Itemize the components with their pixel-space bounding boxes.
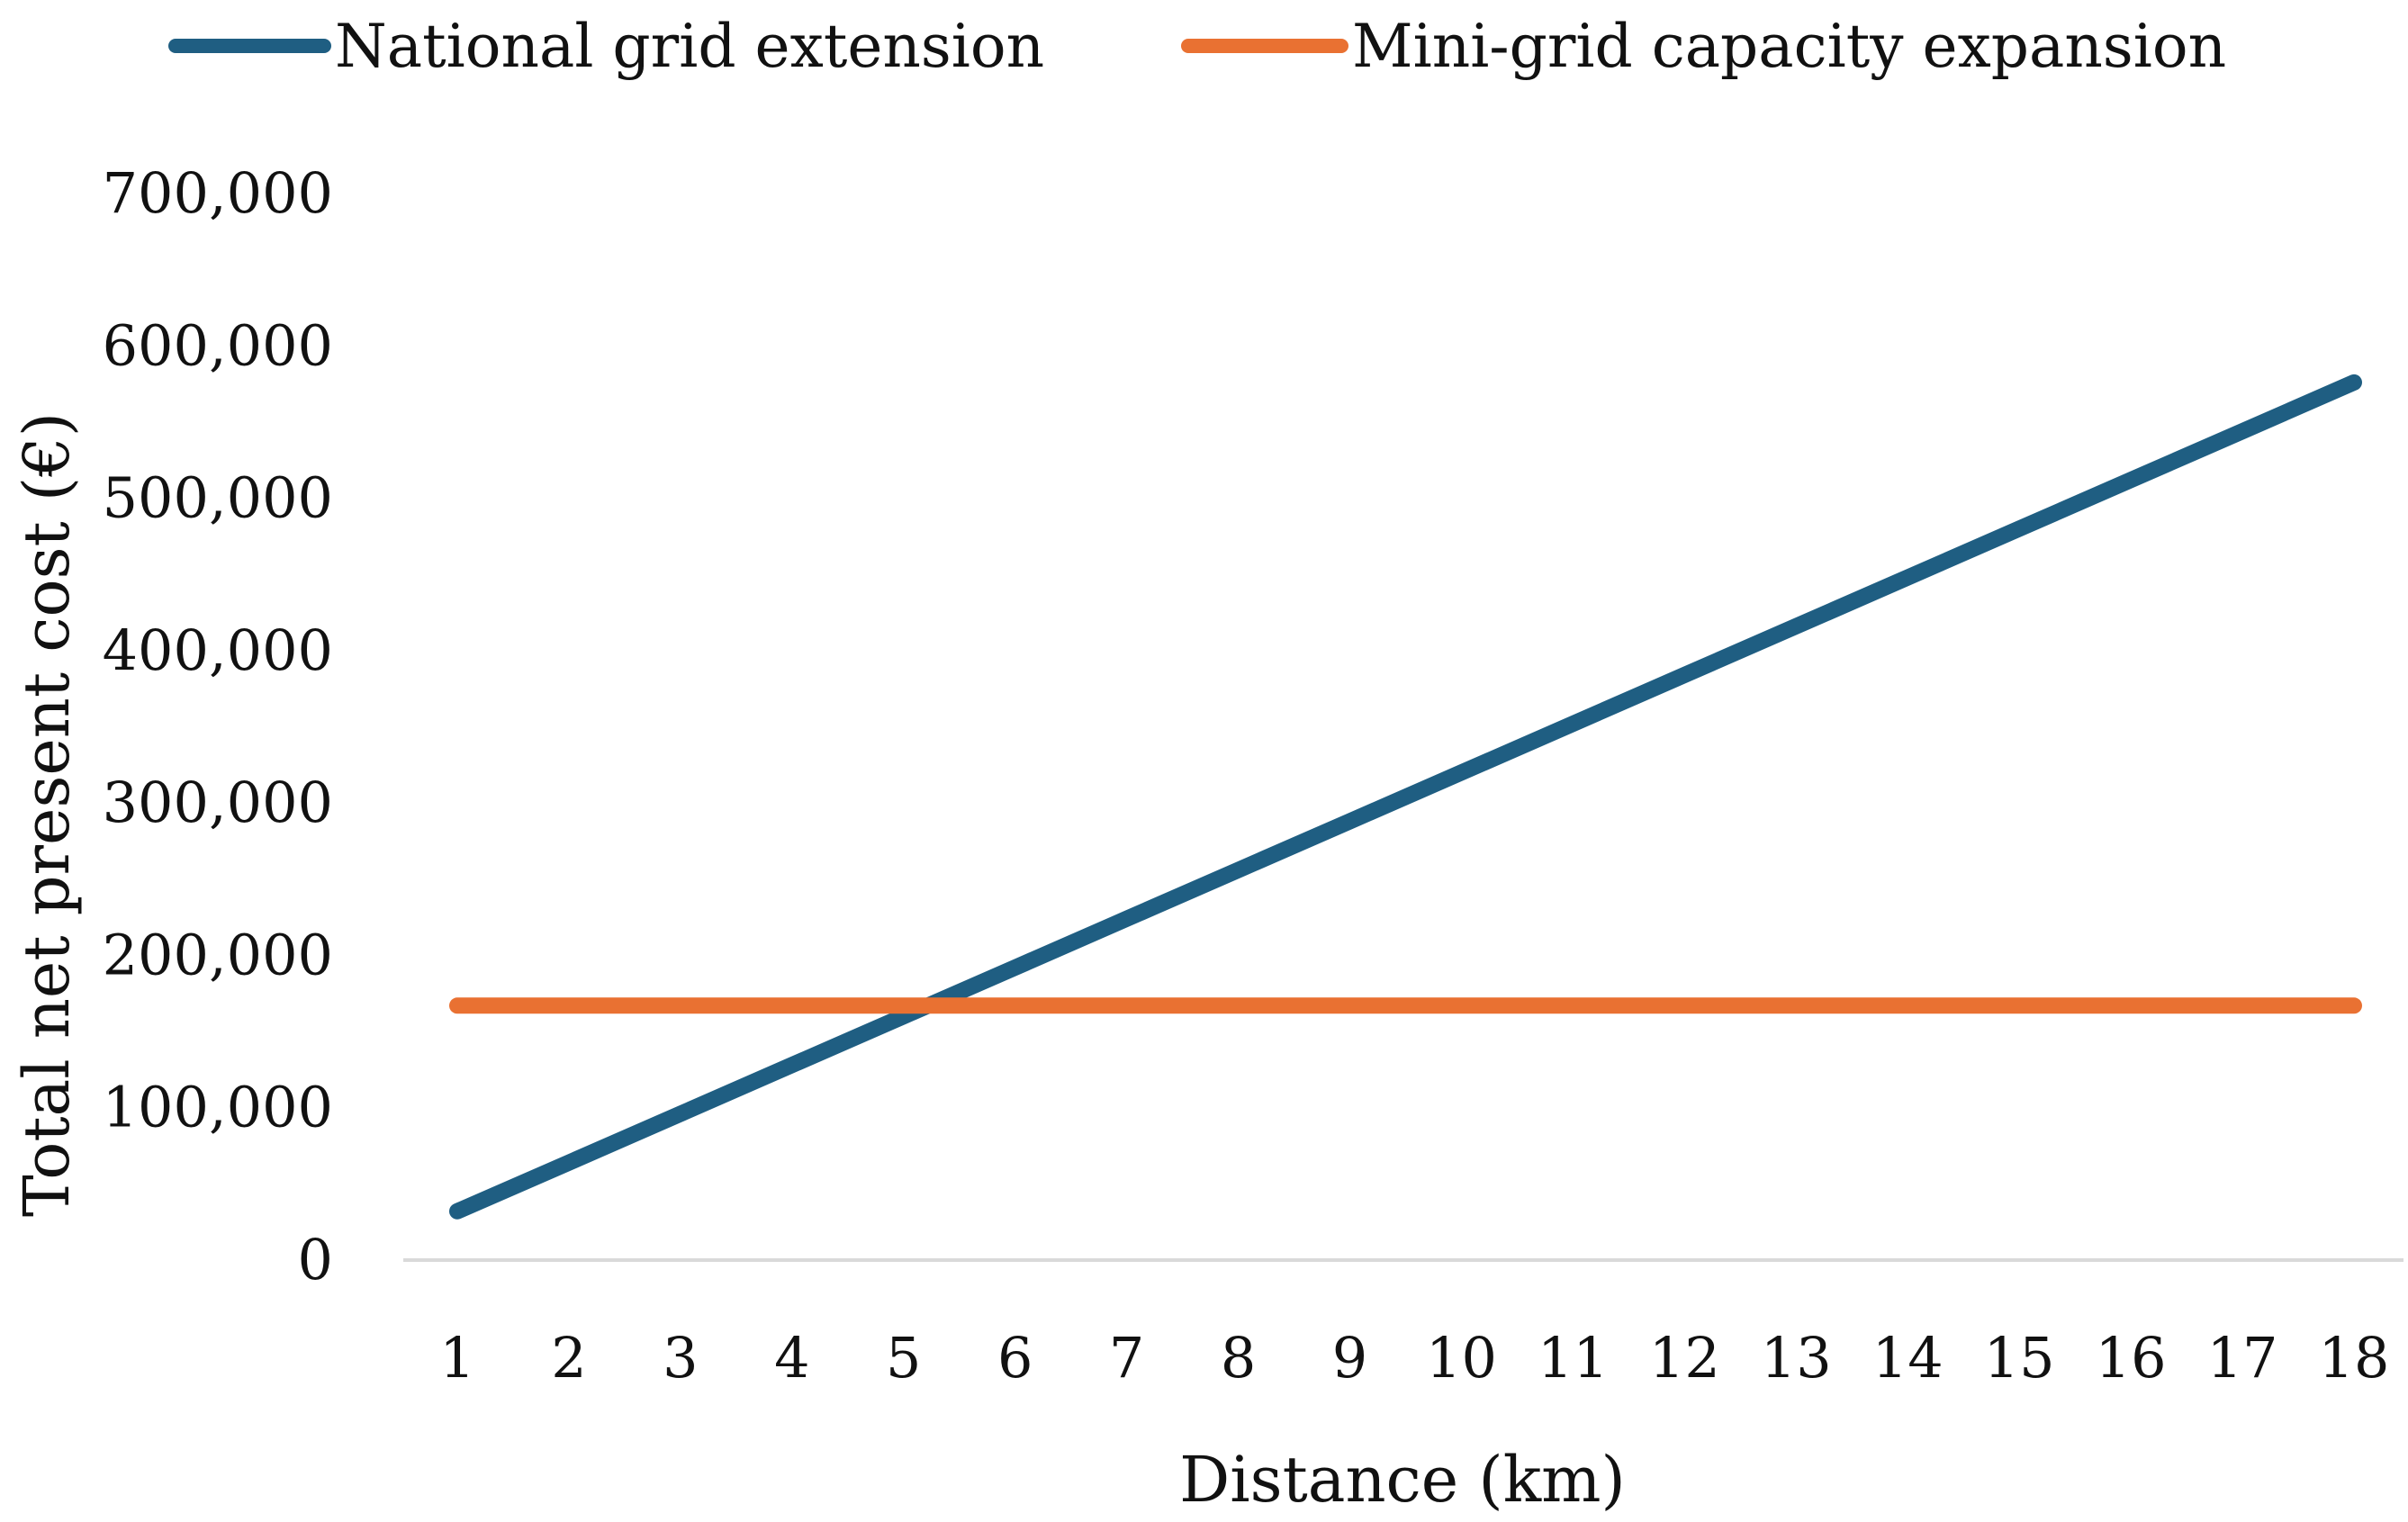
- x-axis-ticks: 1 2 3 4 5 6 7 8 9 10 11 12 13 14 15 16 17 18: [439, 1325, 2389, 1391]
- x-tick-label: 6: [997, 1325, 1033, 1391]
- x-tick-label: 4: [774, 1325, 809, 1391]
- y-tick-label: 300,000: [103, 770, 333, 835]
- y-tick-label: 400,000: [103, 617, 333, 683]
- x-tick-label: 13: [1761, 1325, 1832, 1391]
- y-tick-label: 200,000: [103, 922, 333, 987]
- legend-label-national-grid-extension: National grid extension: [335, 12, 1044, 81]
- x-axis-title: Distance (km): [1179, 1443, 1626, 1517]
- legend-label-mini-grid-capacity-expansion: Mini-grid capacity expansion: [1352, 12, 2226, 81]
- x-tick-label: 15: [1984, 1325, 2055, 1391]
- x-tick-label: 2: [551, 1325, 586, 1391]
- series-line-national-grid-extension: [449, 374, 2362, 1220]
- x-tick-label: 18: [2319, 1325, 2390, 1391]
- y-tick-label: 600,000: [103, 312, 333, 378]
- legend-entry-mini-grid-capacity-expansion: Mini-grid capacity expansion: [1181, 12, 2226, 81]
- y-tick-label: 0: [298, 1227, 333, 1292]
- x-tick-label: 12: [1649, 1325, 1720, 1391]
- y-axis-title: Total net present cost (€): [10, 412, 84, 1217]
- x-tick-label: 10: [1426, 1325, 1497, 1391]
- x-tick-label: 1: [439, 1325, 474, 1391]
- series-layer: [449, 374, 2362, 1220]
- legend-entry-national-grid-extension: National grid extension: [168, 12, 1044, 81]
- x-tick-label: 5: [886, 1325, 921, 1391]
- x-tick-label: 3: [663, 1325, 698, 1391]
- x-tick-label: 9: [1332, 1325, 1367, 1391]
- y-tick-label: 500,000: [103, 465, 333, 531]
- x-tick-label: 7: [1109, 1325, 1144, 1391]
- x-tick-label: 14: [1872, 1325, 1944, 1391]
- x-tick-label: 16: [2096, 1325, 2167, 1391]
- x-tick-label: 11: [1538, 1325, 1609, 1391]
- x-tick-label: 8: [1221, 1325, 1256, 1391]
- legend: National grid extension Mini-grid capaci…: [168, 12, 2226, 81]
- y-tick-label: 700,000: [103, 160, 333, 226]
- y-tick-label: 100,000: [103, 1075, 333, 1140]
- y-axis-ticks: 0 100,000 200,000 300,000 400,000 500,000 600,…: [103, 160, 333, 1292]
- x-tick-label: 17: [2207, 1325, 2278, 1391]
